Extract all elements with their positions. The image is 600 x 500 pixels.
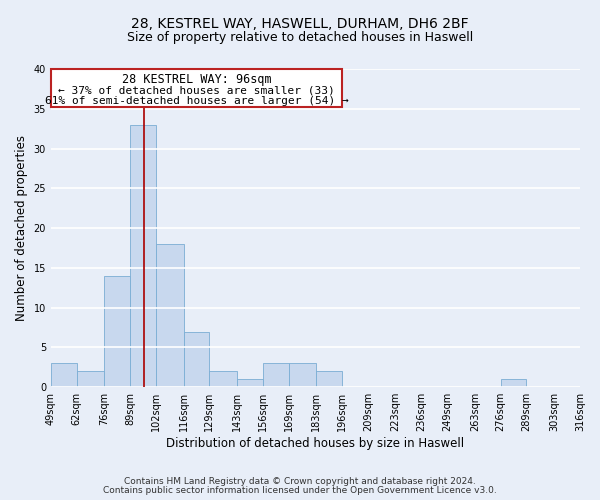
Bar	[130, 124, 156, 387]
Text: 61% of semi-detached houses are larger (54) →: 61% of semi-detached houses are larger (…	[44, 96, 349, 106]
Bar	[184, 332, 209, 387]
Text: ← 37% of detached houses are smaller (33): ← 37% of detached houses are smaller (33…	[58, 86, 335, 96]
Text: 28, KESTREL WAY, HASWELL, DURHAM, DH6 2BF: 28, KESTREL WAY, HASWELL, DURHAM, DH6 2B…	[131, 18, 469, 32]
Text: Contains public sector information licensed under the Open Government Licence v3: Contains public sector information licen…	[103, 486, 497, 495]
Bar	[51, 364, 77, 387]
Bar	[263, 364, 289, 387]
FancyBboxPatch shape	[51, 69, 342, 107]
Y-axis label: Number of detached properties: Number of detached properties	[15, 135, 28, 321]
Bar	[237, 380, 263, 387]
Text: 28 KESTREL WAY: 96sqm: 28 KESTREL WAY: 96sqm	[122, 74, 271, 86]
Bar	[77, 372, 104, 387]
Bar	[209, 372, 237, 387]
Text: Contains HM Land Registry data © Crown copyright and database right 2024.: Contains HM Land Registry data © Crown c…	[124, 477, 476, 486]
Bar	[316, 372, 342, 387]
Bar	[501, 380, 526, 387]
Text: Size of property relative to detached houses in Haswell: Size of property relative to detached ho…	[127, 31, 473, 44]
Bar	[156, 244, 184, 387]
X-axis label: Distribution of detached houses by size in Haswell: Distribution of detached houses by size …	[166, 437, 464, 450]
Bar	[289, 364, 316, 387]
Bar	[104, 276, 130, 387]
